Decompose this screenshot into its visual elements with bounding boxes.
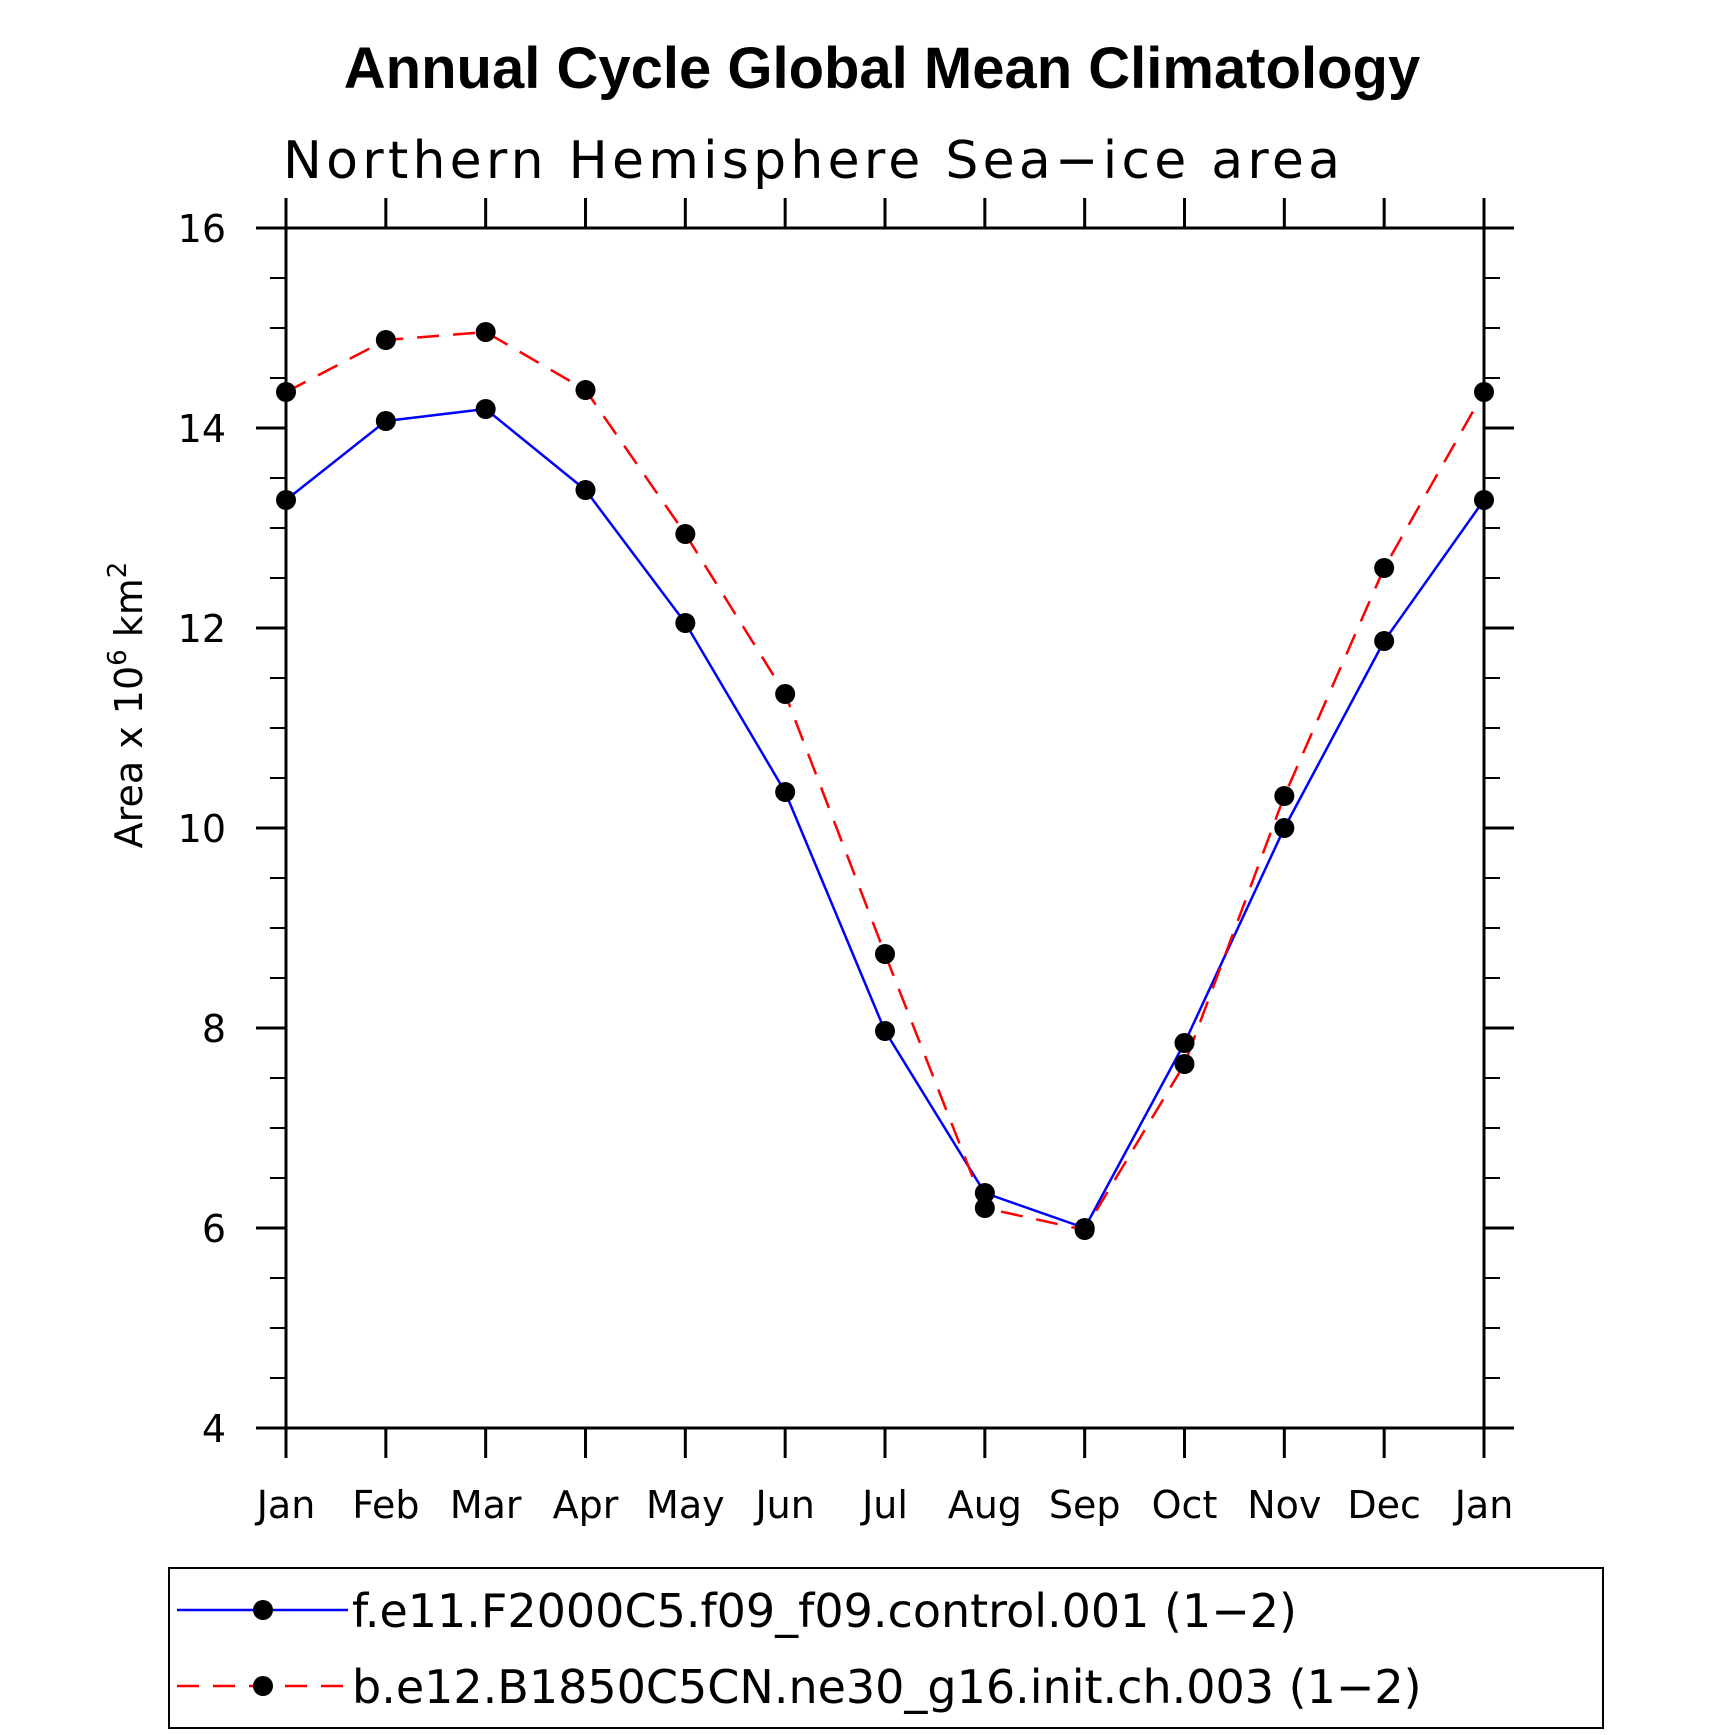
x-tick-label: Jan [1453,1483,1514,1527]
y-axis-label: Area x 106 km2 [103,562,151,849]
series-2-point [974,1198,995,1218]
x-tick-label: Sep [1049,1483,1121,1527]
y-tick-label: 12 [178,607,226,651]
series-2-point [475,322,496,342]
series-2-point [1374,558,1395,578]
legend: f.e11.F2000C5.f09_f09.control.001 (1−2) b… [168,1567,1604,1729]
x-tick-label: Jun [753,1483,814,1527]
series-2-point [1274,786,1295,806]
y-axis-label-main: Area x 10 [107,666,151,848]
legend-label-2: b.e12.B1850C5CN.ne30_g16.init.ch.003 (1−… [352,1660,1422,1714]
series-1-point [1274,818,1295,838]
series-1-point [375,411,396,431]
axes: Jan Feb Mar Apr May Jun Jul Aug Sep Oct Nov Dec Jan 4… [178,198,1514,1527]
series-2-point [575,380,596,400]
series-1-point [775,782,796,802]
series-1-point [575,480,596,500]
series-1-point [1474,490,1494,510]
y-tick-label: 4 [202,1407,226,1451]
series-2-point [1474,382,1494,402]
chart-subtitle: Northern Hemisphere Sea−ice area [283,131,1340,191]
x-tick-label: Mar [450,1483,522,1527]
plot-frame [284,226,1486,1430]
y-tick-label: 8 [202,1007,226,1051]
x-tick-label: May [646,1483,725,1527]
x-tick-label: Jan [255,1483,316,1527]
svg-text:Area x 106 km2: Area x 106 km2 [103,562,151,849]
series-2-point [675,524,696,544]
series-1-point [974,1183,995,1203]
series-2-point [1074,1220,1095,1240]
x-tick-label: Dec [1347,1483,1421,1527]
x-tick-label: Aug [948,1483,1022,1527]
y-tick-label: 14 [178,407,226,451]
series-2-point [276,382,296,402]
legend-label-1: f.e11.F2000C5.f09_f09.control.001 (1−2) [352,1584,1297,1638]
series-1-point [475,399,496,419]
series-1-point [1174,1033,1195,1053]
y-tick-label: 6 [202,1207,226,1251]
x-tick-label: Jul [860,1483,908,1527]
legend-marker-1 [253,1600,273,1620]
series-line-2 [285,330,1486,1232]
series-layer [276,322,1494,1240]
legend-box [168,1567,1604,1729]
series-1-point [276,490,296,510]
x-tick-label: Apr [553,1483,619,1527]
y-axis-label-exponent: 6 [103,649,133,666]
series-2-point [1174,1054,1195,1074]
legend-marker-2 [253,1676,273,1696]
x-tick-label: Oct [1152,1483,1218,1527]
series-1-point [875,1021,895,1041]
y-tick-label: 16 [178,207,226,251]
series-2-point [375,330,396,350]
series-2-point [775,684,796,704]
chart-title: Annual Cycle Global Mean Climatology [344,36,1420,101]
y-axis-label-unit: km [107,578,151,637]
y-tick-label: 10 [178,807,226,851]
x-tick-label: Feb [352,1483,419,1527]
series-line-1 [285,407,1486,1230]
series-1-point [675,613,696,633]
series-2-point [875,944,895,964]
y-axis-label-unit-exponent: 2 [103,562,133,579]
series-1-point [1374,631,1395,651]
x-tick-label: Nov [1247,1483,1321,1527]
